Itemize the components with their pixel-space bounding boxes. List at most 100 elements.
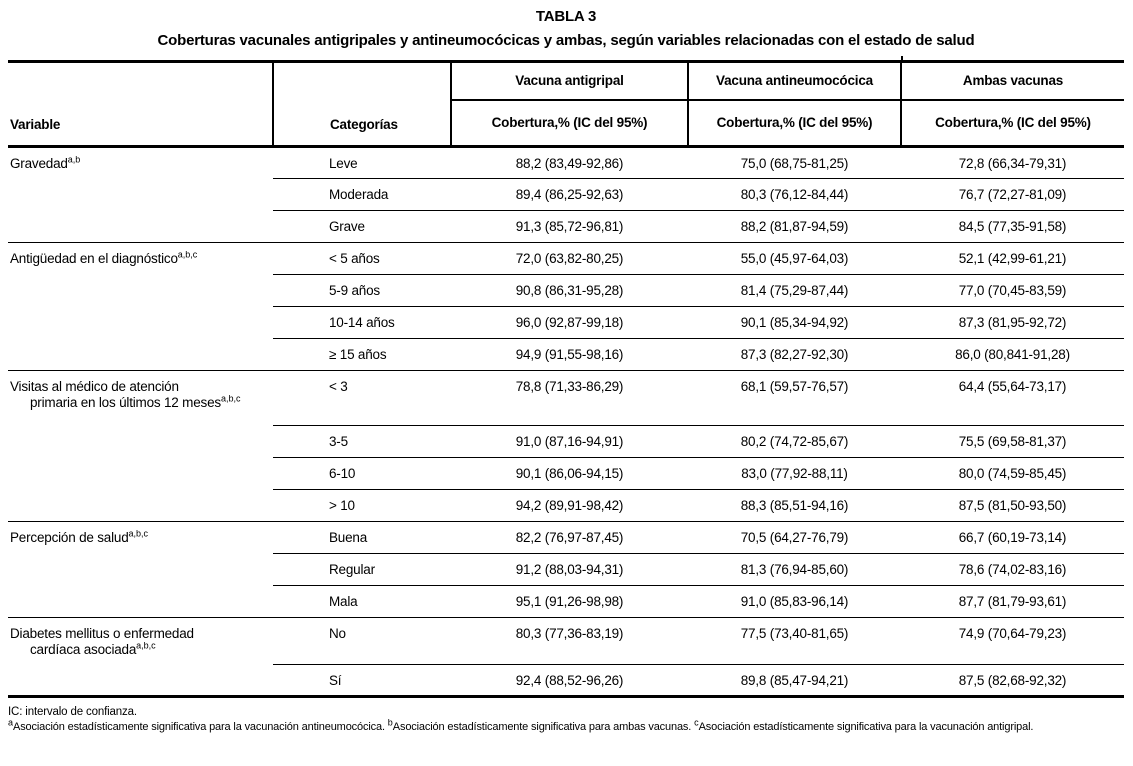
footnote-marker: a,b,c [177,249,198,260]
antineumococica-value-cell: 77,5 (73,40-81,65) [688,617,901,665]
antineumococica-value-cell: 80,3 (76,12-84,44) [688,178,901,211]
antineumococica-value-cell: 90,1 (85,34-94,92) [688,306,901,339]
table-row: 10-14 años 96,0 (92,87-99,18) 90,1 (85,3… [8,306,1124,339]
footnote-text: Asociación estadísticamente significativ… [13,721,388,733]
ambas-value-cell: 75,5 (69,58-81,37) [901,425,1124,458]
header-coverage-antigripal: Cobertura,% (IC del 95%) [450,99,688,147]
antigripal-value-cell: 94,2 (89,91-98,42) [451,489,688,522]
table-row: > 10 94,2 (89,91-98,42) 88,3 (85,51-94,1… [8,489,1124,522]
table-number-title: TABLA 3 [535,8,597,25]
table-row: 6-10 90,1 (86,06-94,15) 83,0 (77,92-88,1… [8,457,1124,490]
ambas-value-cell: 87,5 (81,50-93,50) [901,489,1124,522]
footnote-text: Asociación estadísticamente significativ… [392,721,695,733]
header-vacuna-antineumococica: Vacuna antineumocócica [687,61,901,101]
category-cell: ≥ 15 años [273,338,451,371]
antineumococica-value-cell: 80,2 (74,72-85,67) [688,425,901,458]
antineumococica-value-cell: 88,3 (85,51-94,16) [688,489,901,522]
footnote-marker: c [694,717,699,728]
antineumococica-value-cell: 55,0 (45,97-64,03) [688,242,901,275]
category-cell: Regular [273,553,451,586]
ambas-value-cell: 87,3 (81,95-92,72) [901,306,1124,339]
footnote-marker: b [387,717,393,728]
ambas-value-cell: 84,5 (77,35-91,58) [901,210,1124,243]
antigripal-value-cell: 80,3 (77,36-83,19) [451,617,688,665]
antigripal-value-cell: 94,9 (91,55-98,16) [451,338,688,371]
table-row: 5-9 años 90,8 (86,31-95,28) 81,4 (75,29-… [8,274,1124,307]
header-coverage-ambas: Cobertura,% (IC del 95%) [900,99,1124,147]
footnote-text: Asociación estadísticamente significativ… [698,721,1034,733]
ambas-value-cell: 77,0 (70,45-83,59) [901,274,1124,307]
header-coverage-antineumococica: Cobertura,% (IC del 95%) [687,99,901,147]
category-cell: 3-5 [273,425,451,458]
footnote-marker: a,b [67,154,81,165]
table-row: Visitas al médico de atención primaria e… [8,370,1124,522]
header-variable: Variable [10,117,61,132]
footnote-marker: a,b,c [136,640,156,651]
footnote-marker: a [8,717,14,728]
variable-cell: Gravedada,b [8,146,273,243]
coverage-table: Variable Categorías Vacuna antigripal Va… [8,60,1124,698]
antigripal-value-cell: 72,0 (63,82-80,25) [451,242,688,275]
ambas-value-cell: 74,9 (70,64-79,23) [901,617,1124,665]
table-row: Diabetes mellitus o enfermedad cardíaca … [8,617,1124,665]
variable-cell: Percepción de saluda,b,c [8,521,273,618]
antineumococica-value-cell: 70,5 (64,27-76,79) [688,521,901,554]
category-cell: 6-10 [273,457,451,490]
table-row: Grave 91,3 (85,72-96,81) 88,2 (81,87-94,… [8,210,1124,243]
antineumococica-value-cell: 91,0 (85,83-96,14) [688,585,901,618]
table-row: Antigüedad en el diagnósticoa,b,c < 5 añ… [8,242,1124,371]
antineumococica-value-cell: 81,4 (75,29-87,44) [688,274,901,307]
antineumococica-value-cell: 89,8 (85,47-94,21) [740,673,849,688]
variable-cell: Antigüedad en el diagnósticoa,b,c [8,242,273,371]
ambas-value-cell: 64,4 (55,64-73,17) [901,370,1124,426]
antigripal-value-cell: 91,0 (87,16-94,91) [451,425,688,458]
variable-line2: cardíaca asociadaa,b,c [30,640,156,657]
header-vacuna-antigripal: Vacuna antigripal [450,61,688,101]
ambas-value-cell: 80,0 (74,59-85,45) [901,457,1124,490]
footnote-significance: aAsociación estadísticamente significati… [8,717,1124,735]
antineumococica-value-cell: 88,2 (81,87-94,59) [688,210,901,243]
variable-cell: Visitas al médico de atención primaria e… [8,370,273,522]
category-cell: No [273,617,451,665]
antineumococica-value-cell: 81,3 (76,94-85,60) [688,553,901,586]
antigripal-value-cell: 96,0 (92,87-99,18) [451,306,688,339]
ambas-value-cell: 87,5 (82,68-92,32) [958,673,1067,688]
footnote-marker: a,b,c [220,393,241,404]
ambas-value-cell: 76,7 (72,27-81,09) [901,178,1124,211]
category-cell: Buena [273,521,451,554]
table-row: Mala 95,1 (91,26-98,98) 91,0 (85,83-96,1… [8,585,1124,618]
header-group-row: Variable Categorías Vacuna antigripal Va… [8,61,1124,147]
variable-line2: primaria en los últimos 12 mesesa,b,c [30,393,241,410]
antigripal-value-cell: 91,3 (85,72-96,81) [451,210,688,243]
ambas-value-cell: 66,7 (60,19-73,14) [901,521,1124,554]
variable-line1: Diabetes mellitus o enfermedad [10,626,194,641]
header-coverage-row: Cobertura,% (IC del 95%) Cobertura,% (IC… [8,99,1124,147]
table-row: Percepción de saluda,b,c Buena 82,2 (76,… [8,521,1124,618]
variable-cell: Diabetes mellitus o enfermedad cardíaca … [8,618,273,697]
table-row: 3-5 91,0 (87,16-94,91) 80,2 (74,72-85,67… [8,425,1124,458]
footnote-ic: IC: intervalo de confianza. [8,706,137,718]
antigripal-value-cell: 78,8 (71,33-86,29) [451,370,688,426]
footnote-marker: a,b,c [128,528,149,539]
table-title: Coberturas vacunales antigripales y anti… [157,32,975,49]
antineumococica-value-cell: 75,0 (68,75-81,25) [688,146,901,179]
category-cell: Grave [273,210,451,243]
ambas-value-cell: 86,0 (80,841-91,28) [901,338,1124,371]
category-cell: < 5 años [273,242,451,275]
category-cell: Leve [273,146,451,179]
header-categories: Categorías [272,61,451,147]
category-cell: Sí [329,673,342,688]
table-body: Gravedada,b Leve 88,2 (83,49-92,86) 75,0… [8,146,1124,697]
antigripal-value-cell: 92,4 (88,52-96,26) [515,673,624,688]
variable-line1: Visitas al médico de atención [10,379,179,394]
ambas-value-cell: 52,1 (42,99-61,21) [901,242,1124,275]
antigripal-value-cell: 89,4 (86,25-92,63) [451,178,688,211]
table-row: Regular 91,2 (88,03-94,31) 81,3 (76,94-8… [8,553,1124,586]
antigripal-value-cell: 91,2 (88,03-94,31) [451,553,688,586]
antineumococica-value-cell: 83,0 (77,92-88,11) [688,457,901,490]
category-cell: Mala [273,585,451,618]
print-artifact-tick [901,56,903,62]
antigripal-value-cell: 88,2 (83,49-92,86) [451,146,688,179]
ambas-value-cell: 87,7 (81,79-93,61) [901,585,1124,618]
